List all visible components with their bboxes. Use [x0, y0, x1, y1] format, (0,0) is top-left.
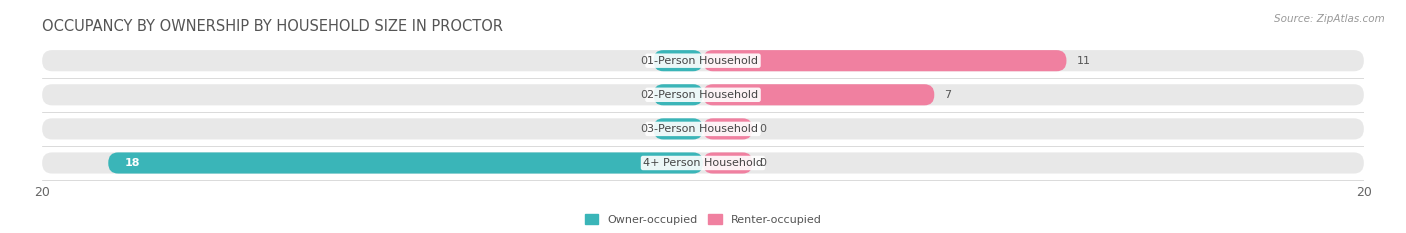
FancyBboxPatch shape — [42, 118, 1364, 140]
Text: 3-Person Household: 3-Person Household — [648, 124, 758, 134]
FancyBboxPatch shape — [42, 152, 1364, 174]
FancyBboxPatch shape — [703, 118, 752, 140]
Text: 2-Person Household: 2-Person Household — [647, 90, 759, 100]
FancyBboxPatch shape — [654, 50, 703, 71]
Text: 0: 0 — [759, 158, 766, 168]
Text: Source: ZipAtlas.com: Source: ZipAtlas.com — [1274, 14, 1385, 24]
Text: 7: 7 — [945, 90, 952, 100]
Text: 11: 11 — [1077, 56, 1091, 66]
FancyBboxPatch shape — [703, 152, 752, 174]
Text: OCCUPANCY BY OWNERSHIP BY HOUSEHOLD SIZE IN PROCTOR: OCCUPANCY BY OWNERSHIP BY HOUSEHOLD SIZE… — [42, 19, 503, 34]
FancyBboxPatch shape — [42, 50, 1364, 71]
Text: 1-Person Household: 1-Person Household — [648, 56, 758, 66]
Text: 0: 0 — [640, 56, 647, 66]
Legend: Owner-occupied, Renter-occupied: Owner-occupied, Renter-occupied — [581, 210, 825, 229]
FancyBboxPatch shape — [654, 84, 703, 105]
FancyBboxPatch shape — [703, 84, 934, 105]
Text: 0: 0 — [640, 90, 647, 100]
FancyBboxPatch shape — [42, 84, 1364, 105]
Text: 0: 0 — [759, 124, 766, 134]
Text: 4+ Person Household: 4+ Person Household — [643, 158, 763, 168]
FancyBboxPatch shape — [108, 152, 703, 174]
Text: 18: 18 — [125, 158, 141, 168]
FancyBboxPatch shape — [703, 50, 1066, 71]
Text: 0: 0 — [640, 124, 647, 134]
FancyBboxPatch shape — [654, 118, 703, 140]
